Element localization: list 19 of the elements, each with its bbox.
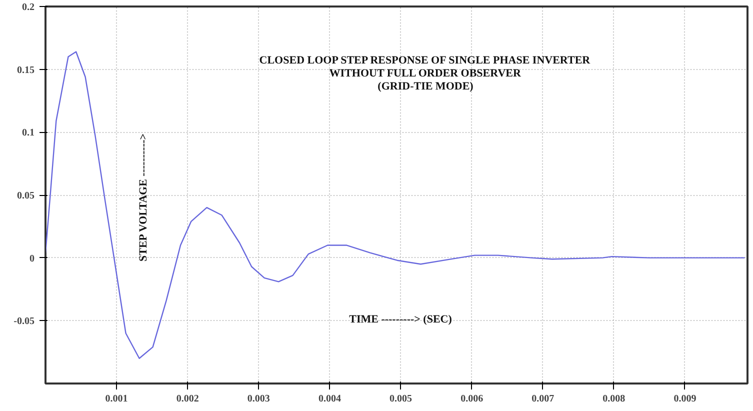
y-axis-title: STEP VOLTAGE ----------> [138,133,150,262]
y-tick-label: 0.2 [22,2,34,13]
x-axis-title: TIME ---------> (SEC) [349,314,452,326]
x-tick-label: 0.006 [460,394,484,404]
x-tick-label: 0.001 [105,394,128,404]
x-tick-label: 0.007 [532,394,554,404]
x-tick-label: 0.005 [390,394,412,404]
y-tick-label: 0.1 [22,128,34,139]
y-tick-label: 0 [30,253,34,264]
x-tick-label: 0.002 [176,394,199,404]
x-tick-label: 0.009 [674,394,696,404]
y-tick-label: -0.05 [14,316,35,328]
text: CLOSED LOOP STEP RESPONSE OF SINGLE PHASE INVERTER WITHOUT FULL ORDER OBSERVER (GRID-TIE MODE) [259,54,592,92]
y-tick-label: 0.05 [17,190,34,202]
x-tick-label: 0.003 [247,394,270,404]
x-tick-label: 0.004 [318,394,341,404]
line-series [46,51,746,359]
y-tick-label: 0.15 [17,64,34,76]
x-tick-label: 0.008 [602,394,626,404]
